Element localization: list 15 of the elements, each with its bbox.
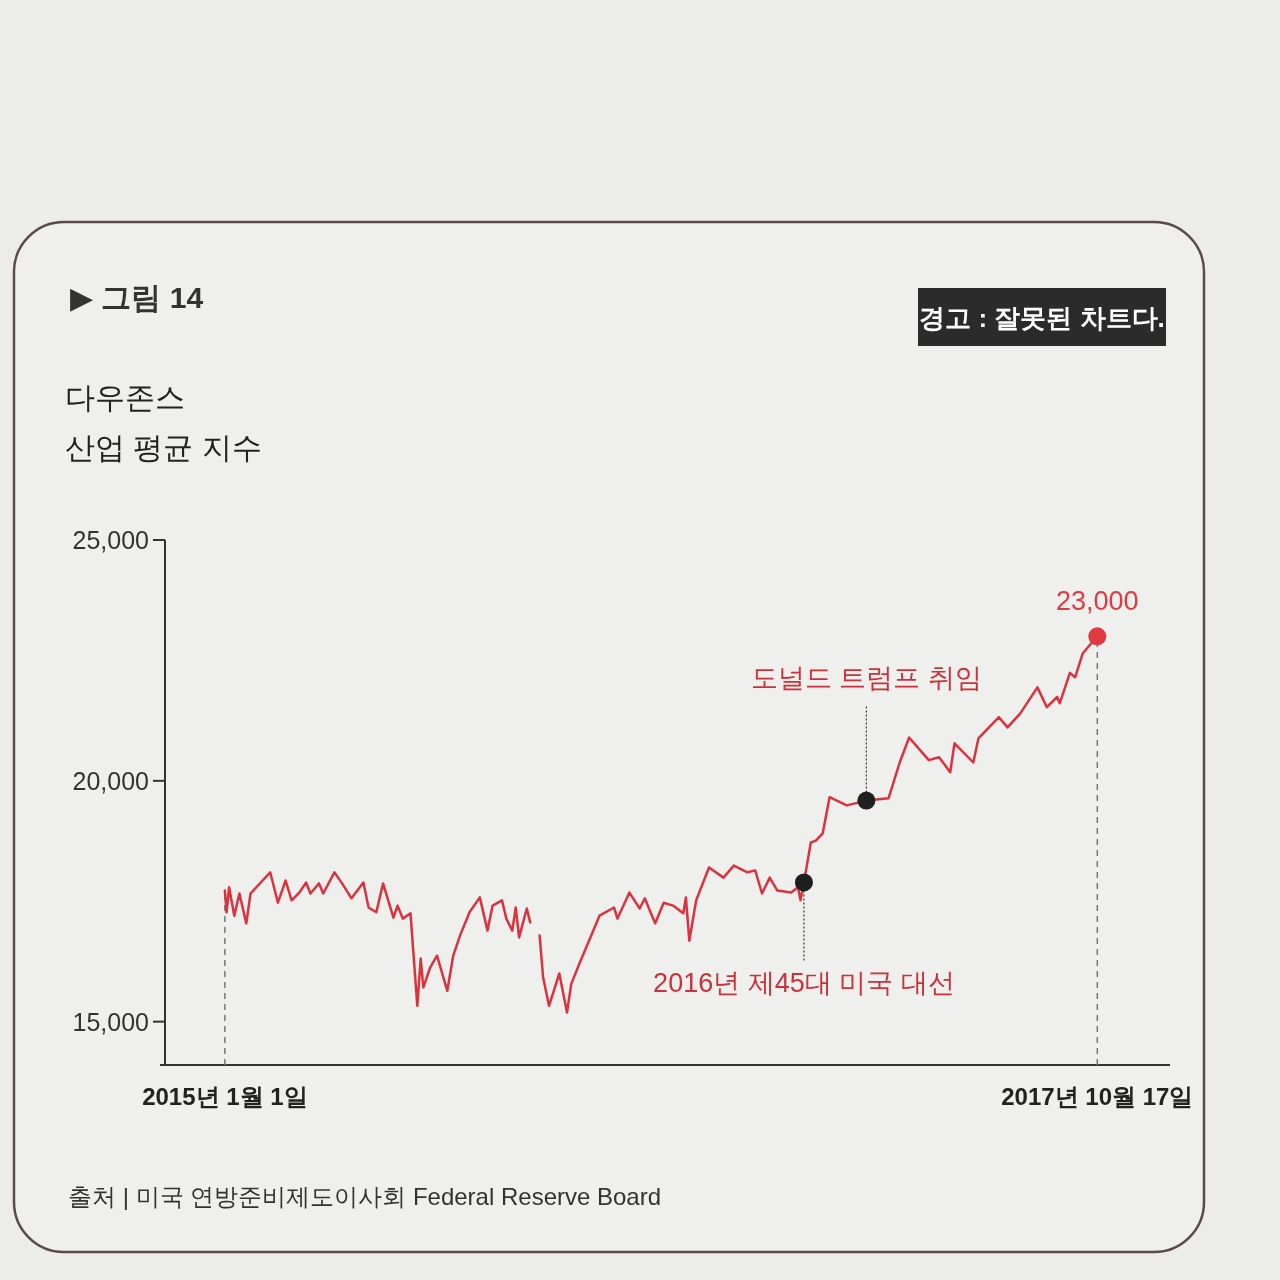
chart-subtitle: 경고 : 잘못된 차트다.	[919, 303, 1165, 333]
annotation: 2016년 제45대 미국 대선	[653, 968, 955, 999]
y-tick-label: 20,000	[72, 766, 149, 795]
point	[794, 873, 813, 892]
y-tick-label: 25,000	[72, 526, 149, 554]
x-tick-label: 2017년 10월 17일	[1001, 1082, 1194, 1110]
annotation: 도널드 트럼프 취임	[750, 662, 982, 693]
chart-title: ▶ 그림 14	[70, 281, 204, 314]
y-tick-label: 15,000	[72, 1007, 149, 1036]
point	[1088, 627, 1107, 646]
data-label: 23,000	[1056, 586, 1139, 617]
point	[857, 791, 876, 810]
x-tick-label: 2015년 1월 1일	[142, 1082, 308, 1110]
source-note: 출처 | 미국 연방준비제도이사회 Federal Reserve Board	[68, 1183, 662, 1210]
y-axis-title: 다우존스 산업 평균 지수	[65, 381, 262, 464]
